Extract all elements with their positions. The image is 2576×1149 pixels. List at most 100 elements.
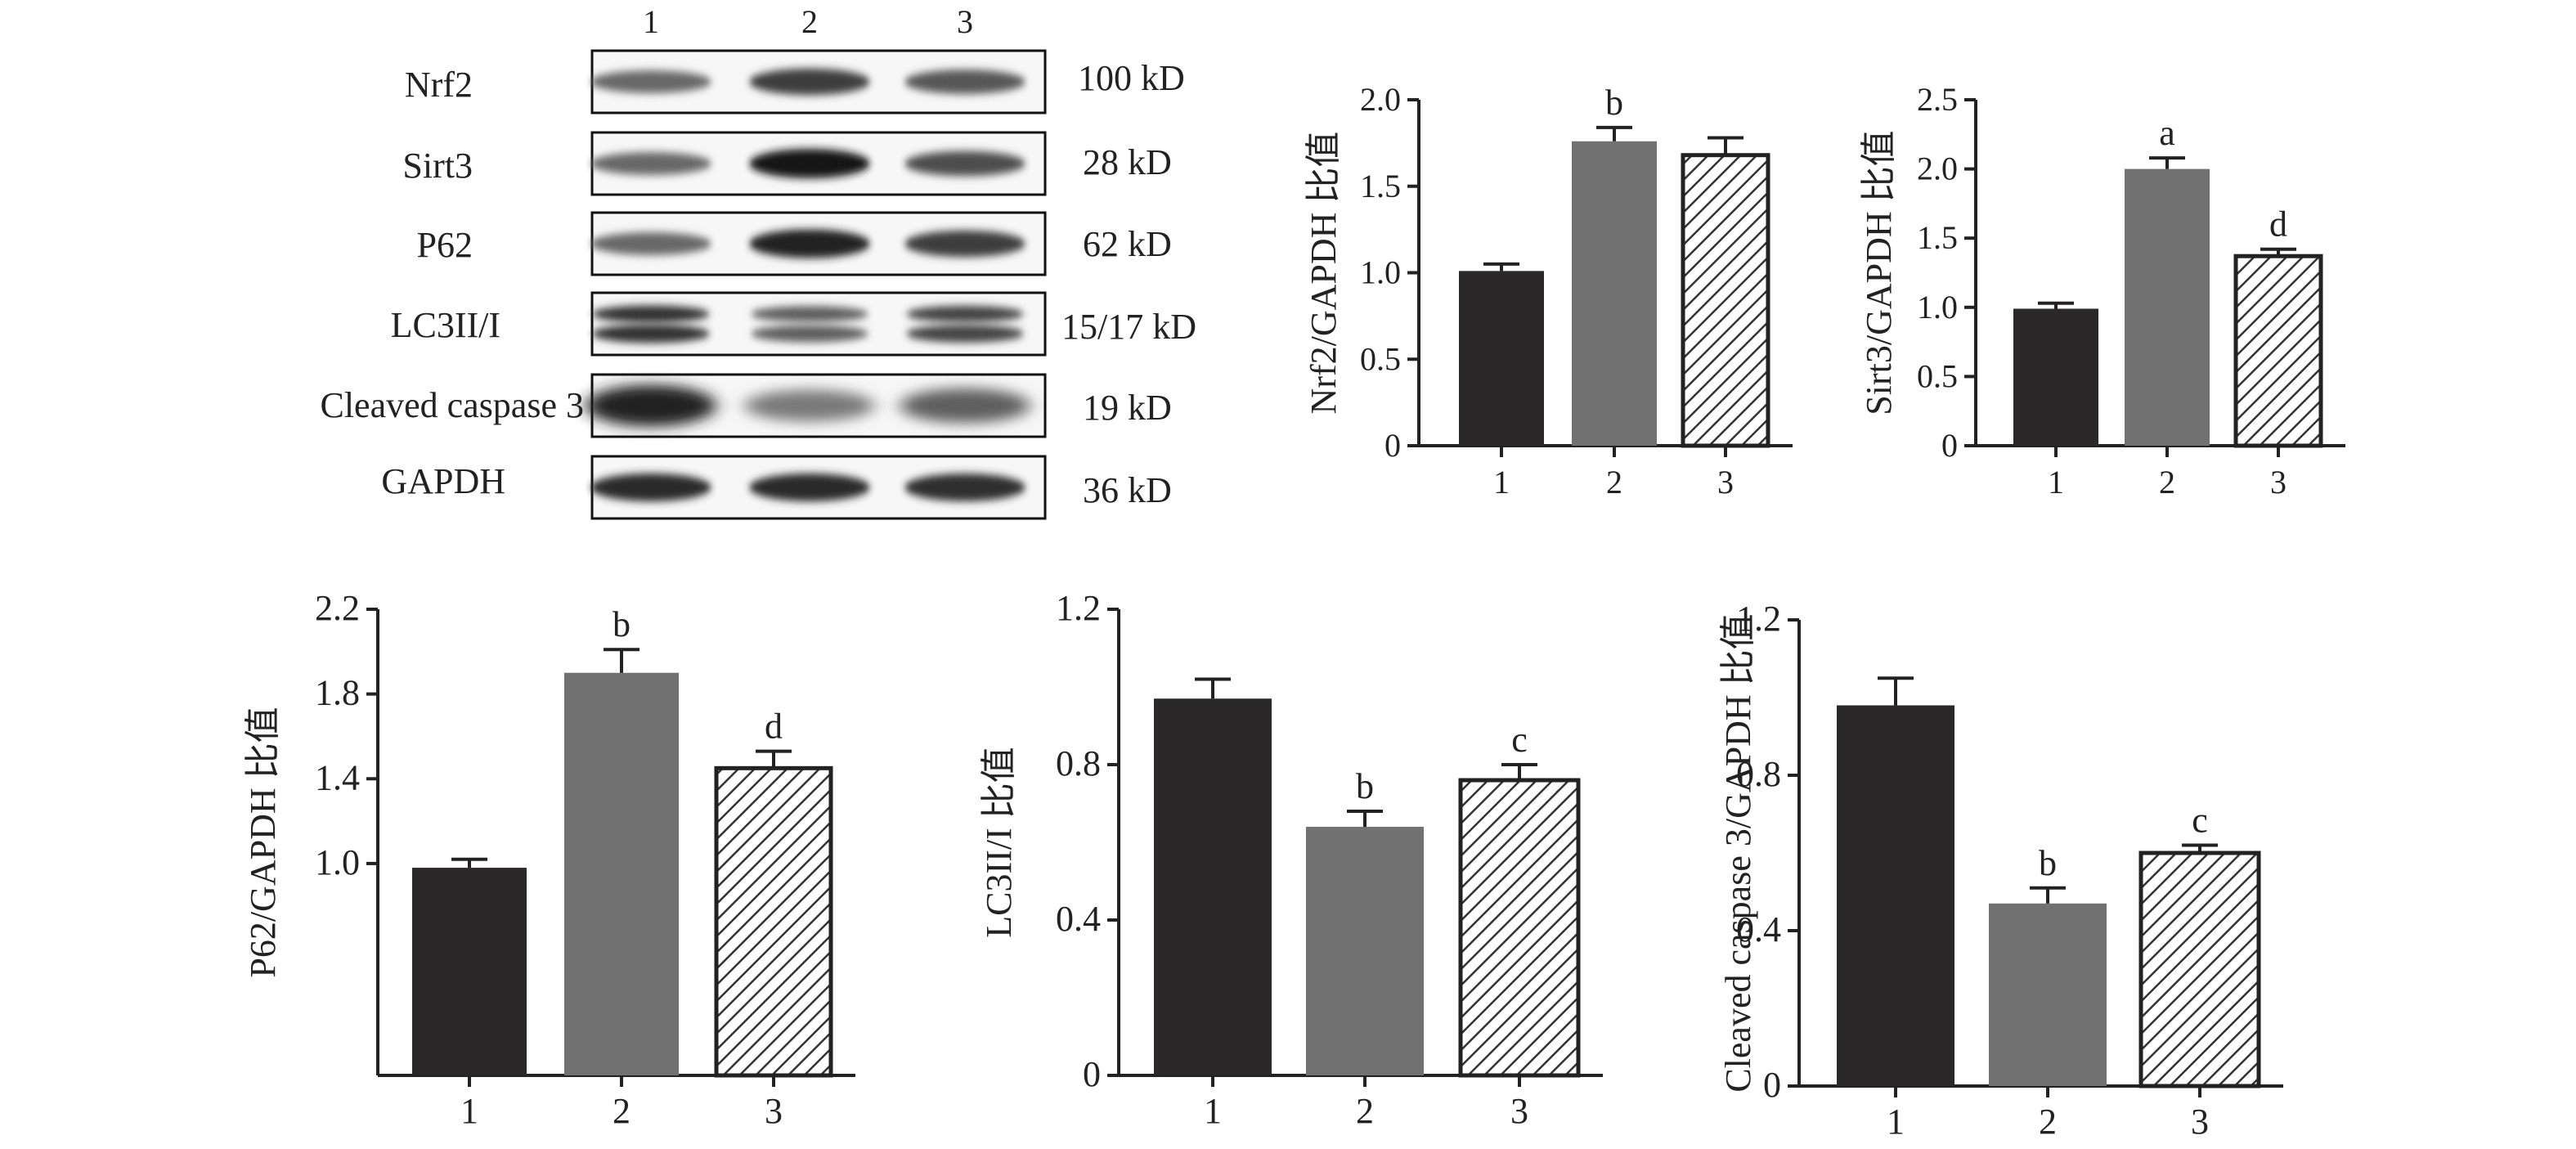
bar-group-1 — [1154, 698, 1272, 1075]
bar-group-2 — [2125, 168, 2210, 446]
x-tick-label: 2 — [2159, 464, 2175, 500]
y-tick-label: 0 — [1941, 427, 1958, 464]
blot-size-label: 19 kD — [1083, 388, 1172, 428]
x-tick-label: 3 — [2270, 464, 2287, 500]
blot-band — [586, 384, 716, 427]
blot-band — [904, 150, 1025, 177]
significance-label: b — [1605, 83, 1623, 123]
x-tick-label: 1 — [1887, 1102, 1905, 1142]
bar-group-2 — [1989, 903, 2107, 1086]
blot-band — [900, 388, 1030, 424]
blot-band — [590, 473, 711, 502]
blot-protein-label: GAPDH — [381, 461, 505, 501]
bar-group-3 — [2138, 851, 2261, 1088]
bar-group-1 — [1837, 705, 1954, 1086]
x-tick-label: 3 — [1510, 1091, 1528, 1131]
y-tick-label: 0.8 — [1736, 754, 1781, 794]
blot-strip — [590, 49, 1047, 114]
blot-band — [749, 473, 870, 502]
significance-label: a — [2159, 113, 2175, 153]
blot-band — [592, 324, 710, 343]
blot-size-label: 62 kD — [1083, 224, 1172, 264]
blot-strip — [590, 211, 1047, 276]
blot-strip — [590, 291, 1047, 357]
bar-group-3 — [1681, 153, 1770, 448]
bar-group-2 — [1306, 827, 1424, 1075]
blot-band — [749, 149, 870, 178]
y-tick-label: 0.5 — [1917, 357, 1958, 394]
y-axis-title: Nrf2/GAPDH 比值 — [1304, 132, 1344, 415]
blot-band — [904, 70, 1025, 94]
bar-group-3 — [2233, 254, 2323, 448]
y-tick-label: 2.5 — [1917, 81, 1958, 118]
blot-size-label: 15/17 kD — [1061, 307, 1196, 347]
blot-band — [751, 306, 868, 322]
significance-label: b — [1356, 766, 1374, 806]
y-tick-label: 1.0 — [1917, 289, 1958, 325]
y-tick-label: 1.8 — [315, 673, 360, 713]
bar-group-1 — [412, 868, 527, 1075]
x-tick-label: 2 — [1606, 464, 1622, 500]
bar-group-2 — [1572, 141, 1657, 446]
blot-band — [590, 70, 711, 93]
lc3-bar-chart: 0 0.4 0.8 1.2 LC3II/I 比值 1 b 2 c 3 — [979, 588, 1603, 1131]
y-tick-label: 2.0 — [1917, 150, 1958, 187]
y-axis-title: Sirt3/GAPDH 比值 — [1859, 130, 1899, 415]
blot-size-label: 36 kD — [1083, 470, 1172, 510]
x-tick-label: 1 — [1493, 464, 1510, 500]
blot-band — [906, 305, 1024, 323]
significance-label: d — [765, 707, 783, 747]
blot-band — [751, 325, 868, 343]
blot-strip — [590, 455, 1047, 520]
p62-bar-chart: 1.0 1.4 1.8 2.2 P62/GAPDH 比值 1 b 2 d 3 — [243, 588, 855, 1131]
y-tick-label: 0.4 — [1736, 909, 1781, 949]
y-tick-label: 1.2 — [1056, 588, 1101, 628]
significance-label: d — [2269, 204, 2287, 245]
blot-protein-label: LC3II/I — [391, 305, 500, 345]
y-tick-label: 1.2 — [1736, 599, 1781, 639]
y-axis-title: LC3II/I 比值 — [979, 747, 1019, 937]
x-tick-label: 1 — [1204, 1091, 1222, 1131]
significance-label: b — [2039, 843, 2057, 883]
y-tick-label: 2.0 — [1360, 81, 1401, 118]
blot-protein-label: Nrf2 — [405, 65, 473, 105]
blot-strip — [590, 131, 1047, 196]
x-tick-label: 3 — [1717, 464, 1734, 500]
bar-group-2 — [564, 672, 679, 1075]
blot-lane-label: 3 — [957, 3, 973, 40]
blot-band — [749, 229, 870, 258]
bar-group-3 — [1458, 778, 1581, 1078]
significance-label: c — [2192, 801, 2208, 841]
y-axis-title: P62/GAPDH 比值 — [243, 707, 283, 977]
bar-group-1 — [1459, 271, 1544, 446]
x-tick-label: 3 — [765, 1091, 783, 1131]
y-tick-label: 1.5 — [1360, 168, 1401, 204]
blot-band — [906, 325, 1024, 343]
blot-band — [744, 389, 875, 422]
x-tick-label: 1 — [460, 1091, 478, 1131]
x-tick-label: 1 — [2048, 464, 2064, 500]
y-tick-label: 1.5 — [1917, 219, 1958, 256]
sirt3-bar-chart: 0 0.5 1.0 1.5 2.0 2.5 Sirt3/GAPDH 比值 1 a 2 d 3 — [1859, 81, 2345, 500]
blot-band — [590, 152, 711, 175]
y-tick-label: 1.4 — [315, 757, 360, 797]
y-tick-label: 0 — [1763, 1065, 1781, 1105]
blot-band — [904, 474, 1025, 501]
y-tick-label: 0.8 — [1056, 743, 1101, 783]
blot-band — [590, 232, 711, 255]
blot-protein-label: Cleaved caspase 3 — [320, 385, 584, 425]
bar-group-3 — [714, 765, 833, 1078]
blot-band — [904, 230, 1025, 258]
blot-band — [749, 68, 870, 96]
blot-lane-label: 1 — [643, 3, 659, 40]
y-tick-label: 0.5 — [1360, 340, 1401, 377]
y-tick-label: 0 — [1083, 1054, 1101, 1094]
x-tick-label: 2 — [1356, 1091, 1374, 1131]
blot-lane-label: 2 — [801, 3, 818, 40]
significance-label: c — [1511, 720, 1528, 760]
blot-size-label: 28 kD — [1083, 142, 1172, 182]
y-tick-label: 0 — [1384, 427, 1401, 464]
x-tick-label: 2 — [613, 1091, 631, 1131]
x-tick-label: 2 — [2039, 1102, 2057, 1142]
